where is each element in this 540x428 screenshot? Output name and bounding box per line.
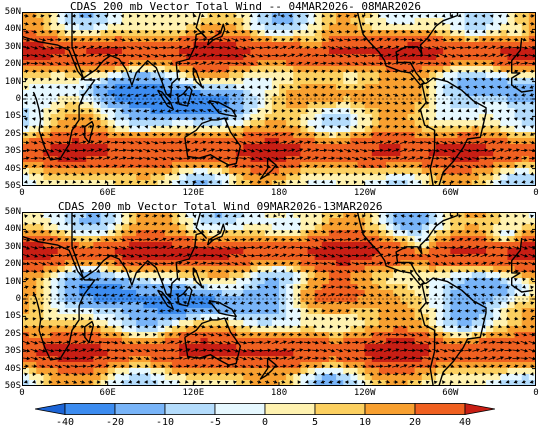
longitude-label: 120W (354, 189, 376, 198)
colorbar-label: 40 (459, 417, 471, 428)
colorbar-label: -20 (106, 417, 124, 428)
colorbar-label: -40 (56, 417, 74, 428)
latitude-label: 0 (0, 295, 21, 304)
longitude-label: 60W (442, 389, 458, 398)
colorbar-label: -10 (156, 417, 174, 428)
latitude-label: 50S (0, 182, 21, 191)
longitude-label: 0 (19, 389, 24, 398)
colorbar (35, 403, 495, 415)
latitude-label: 10N (0, 278, 21, 287)
longitude-label: 60W (442, 189, 458, 198)
latitude-label: 20N (0, 60, 21, 69)
latitude-label: 10N (0, 78, 21, 87)
latitude-label: 50N (0, 208, 21, 217)
latitude-label: 10S (0, 312, 21, 321)
latitude-label: 20S (0, 130, 21, 139)
colorbar-swatch (65, 404, 115, 415)
latitude-label: 30N (0, 243, 21, 252)
colorbar-label: 10 (359, 417, 371, 428)
latitude-label: 40S (0, 165, 21, 174)
colorbar-swatch (35, 404, 65, 415)
colorbar-label: 5 (312, 417, 318, 428)
latitude-label: 20S (0, 330, 21, 339)
colorbar-swatch (415, 404, 465, 415)
top-wind-map (22, 12, 536, 186)
longitude-label: 120W (354, 389, 376, 398)
bottom-wind-map (22, 212, 536, 386)
latitude-label: 20N (0, 260, 21, 269)
colorbar-label: 0 (262, 417, 268, 428)
longitude-label: 120E (182, 389, 204, 398)
colorbar-label: 20 (409, 417, 421, 428)
longitude-label: 180 (271, 189, 287, 198)
colorbar-swatch (215, 404, 265, 415)
colorbar-swatch (115, 404, 165, 415)
longitude-label: 0 (533, 189, 538, 198)
colorbar-swatch (465, 404, 495, 415)
longitude-label: 180 (271, 389, 287, 398)
longitude-label: 120E (182, 189, 204, 198)
longitude-label: 0 (19, 189, 24, 198)
latitude-label: 10S (0, 112, 21, 121)
latitude-label: 50N (0, 8, 21, 17)
colorbar-swatch (165, 404, 215, 415)
latitude-label: 40S (0, 365, 21, 374)
latitude-label: 40N (0, 225, 21, 234)
longitude-label: 60E (100, 389, 116, 398)
longitude-label: 0 (533, 389, 538, 398)
colorbar-swatch (265, 404, 315, 415)
colorbar-swatch (315, 404, 365, 415)
latitude-label: 40N (0, 25, 21, 34)
colorbar-label: -5 (209, 417, 221, 428)
latitude-label: 30N (0, 43, 21, 52)
latitude-label: 50S (0, 382, 21, 391)
longitude-label: 60E (100, 189, 116, 198)
latitude-label: 30S (0, 347, 21, 356)
latitude-label: 30S (0, 147, 21, 156)
colorbar-swatch (365, 404, 415, 415)
latitude-label: 0 (0, 95, 21, 104)
